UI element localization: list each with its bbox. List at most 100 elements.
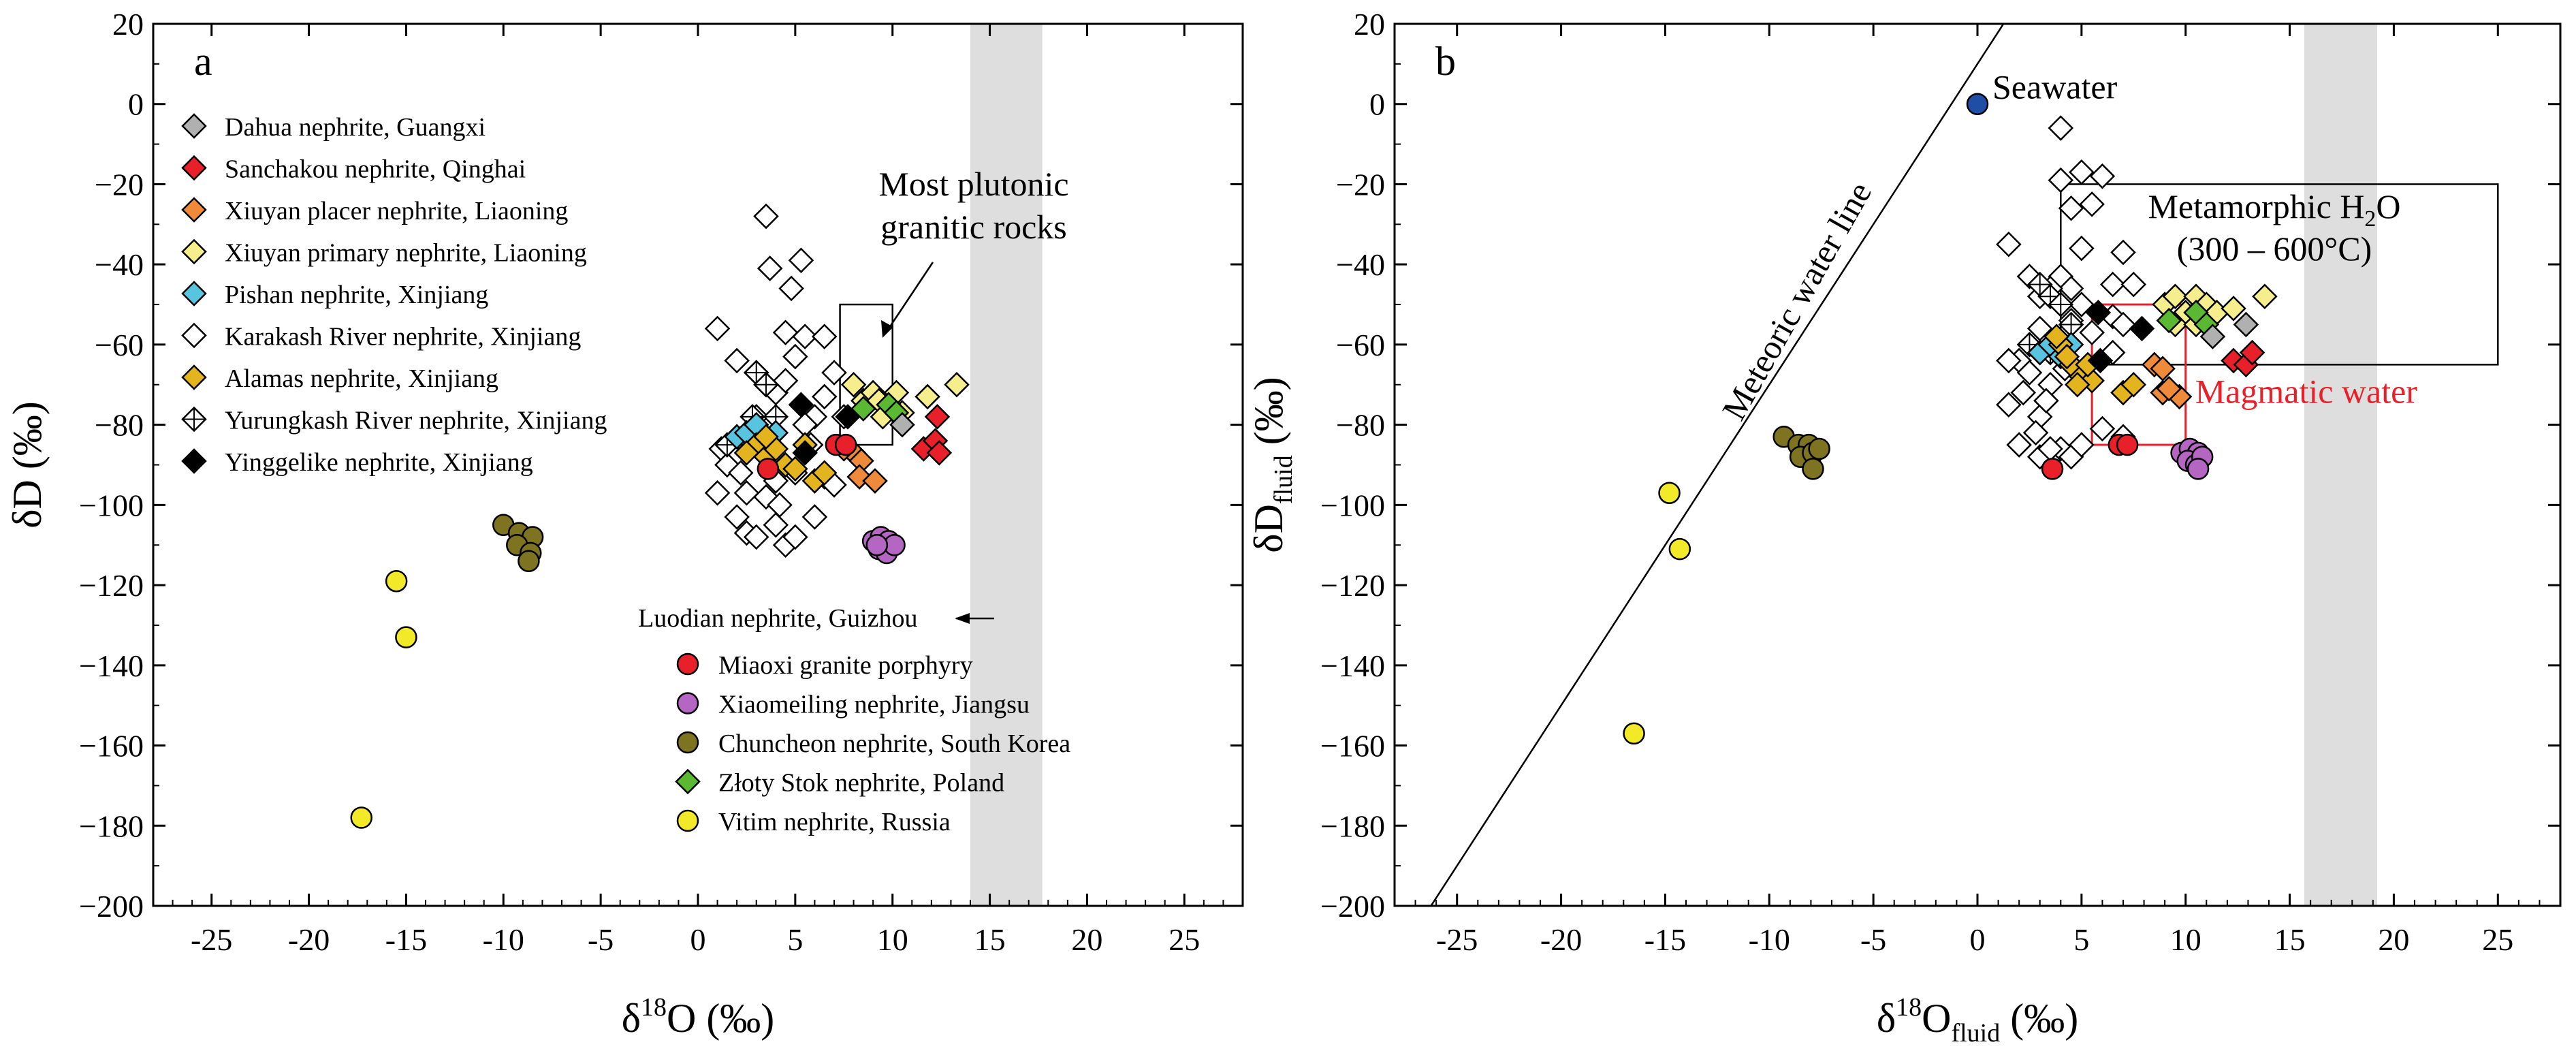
legend-item: Karakash River nephrite, Xinjiang: [181, 323, 581, 351]
legend-marker: [181, 238, 207, 265]
marker-diamond: [2156, 375, 2182, 402]
data-point: [2079, 319, 2105, 346]
marker-diamond: [2064, 372, 2090, 398]
legend-label: Złoty Stok nephrite, Poland: [718, 769, 1004, 798]
legend-marker: [181, 364, 207, 390]
y-tick-label: −160: [79, 729, 144, 764]
legend-item: Miaoxi granite porphyry: [676, 651, 973, 680]
data-point: [772, 368, 799, 394]
y-tick-label: −160: [1320, 729, 1385, 764]
legend-marker: [675, 768, 701, 795]
data-point: [821, 360, 847, 386]
series-karakash-river-nephrite-xinjiang: [1996, 115, 2147, 470]
marker-diamond: [757, 255, 783, 281]
data-point: [2089, 415, 2116, 442]
granitic-rocks-label: granitic rocks: [880, 208, 1067, 246]
marker-diamond: [704, 315, 731, 342]
marker-diamond: [2239, 339, 2265, 366]
marker-diamond: [181, 197, 207, 223]
data-point: [2156, 307, 2182, 334]
marker-diamond: [788, 247, 814, 274]
data-point: [2048, 292, 2074, 317]
x-tick-label: -20: [288, 922, 330, 957]
legend-label: Yinggelike nephrite, Xinjiang: [225, 448, 533, 477]
data-point: [772, 319, 799, 346]
marker-diamond: [821, 360, 847, 386]
marker-diamond: [181, 155, 207, 181]
data-point: [2058, 275, 2084, 302]
x-tick-label: -5: [1860, 922, 1886, 957]
legend-marker: [181, 406, 207, 433]
marker-diamond: [772, 368, 799, 394]
seawater-point: [1966, 93, 1989, 115]
data-point: [2079, 191, 2105, 217]
legend-label: Vitim nephrite, Russia: [718, 808, 951, 836]
marker-diamond: [2233, 311, 2259, 338]
marker-diamond: [2110, 239, 2136, 266]
series-chuncheon-nephrite-south-korea: [492, 514, 544, 573]
data-point: [2239, 339, 2265, 366]
series-alamas-nephrite-xinjiang: [733, 424, 838, 494]
series-yinggelike-nephrite-xinjiang: [2085, 300, 2155, 374]
legend-marker: [181, 155, 207, 181]
marker-diamond: [2087, 347, 2114, 374]
y-tick-label: −100: [1320, 488, 1385, 522]
data-point: [915, 383, 940, 410]
data-point: [801, 504, 828, 530]
marker-diamond: [2099, 271, 2126, 298]
legend-item: Xiuyan primary nephrite, Liaoning: [181, 238, 587, 268]
data-point: [2087, 347, 2114, 374]
marker-diamond: [811, 324, 838, 349]
x-tick-label: 5: [2073, 922, 2089, 957]
legend-marker: [676, 809, 699, 832]
meteoric-water-line: [1430, 24, 2005, 906]
y-tick-label: 20: [1354, 7, 1385, 42]
series-sanchakou-nephrite-qinghai: [2221, 339, 2265, 378]
x-tick-label: 5: [787, 922, 803, 957]
data-point: [2048, 167, 2074, 193]
marker-diamond: [767, 492, 793, 518]
label-subscript: 2: [2364, 206, 2376, 232]
x-tick-label: -15: [385, 922, 427, 957]
x-tick-label: 25: [1168, 922, 1200, 957]
legend-label: Pishan nephrite, Xinjiang: [225, 281, 488, 309]
y-tick-label: −100: [79, 488, 144, 522]
data-point: [2041, 458, 2064, 480]
data-point: [757, 458, 780, 480]
x-tick-label: -5: [588, 922, 614, 957]
y-tick-label: −60: [95, 328, 144, 362]
marker-diamond: [850, 396, 876, 422]
data-point: [2252, 283, 2278, 310]
legend-item: Yurungkash River nephrite, Xinjiang: [181, 406, 607, 435]
meteoric-water-line-label: Meteoric water line: [1715, 175, 1879, 426]
marker-diamond: [181, 364, 207, 390]
data-point: [862, 468, 888, 494]
data-point: [2006, 432, 2032, 458]
data-point: [350, 806, 372, 829]
marker-diamond: [862, 468, 888, 494]
marker-diamond: [753, 424, 779, 450]
data-point: [1996, 231, 2022, 257]
marker-diamond: [2033, 388, 2059, 414]
legend-label: Alamas nephrite, Xinjiang: [225, 364, 498, 393]
data-point: [788, 392, 814, 418]
x-tick-label: -10: [483, 922, 524, 957]
y-tick-label: −40: [1336, 247, 1385, 282]
legend-marker: [676, 653, 699, 676]
y-tick-label: −120: [79, 568, 144, 603]
data-point: [2116, 433, 2139, 456]
series-chuncheon-nephrite-south-korea: [1772, 426, 1830, 480]
data-point: [2058, 311, 2084, 338]
marker-diamond: [1996, 231, 2022, 257]
arrow-head: [881, 320, 893, 338]
marker-diamond: [778, 275, 804, 302]
data-point: [2058, 195, 2084, 221]
marker-diamond: [840, 372, 867, 398]
data-point: [1623, 722, 1645, 745]
x-tick-label: -25: [1436, 922, 1478, 957]
legend-item: Dahua nephrite, Guangxi: [181, 113, 486, 142]
marker-diamond: [1996, 392, 2022, 418]
marker-diamond: [733, 440, 760, 466]
x-tick-label: -20: [1540, 922, 1582, 957]
x-tick-label: -25: [191, 922, 232, 957]
